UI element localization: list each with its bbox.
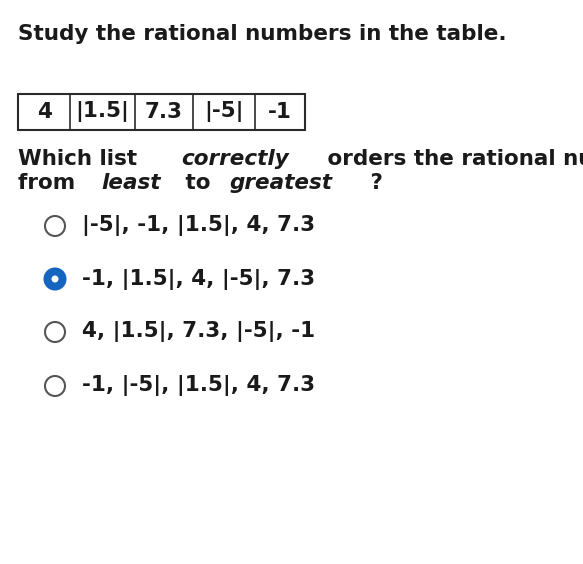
Circle shape — [45, 269, 65, 289]
Text: from: from — [18, 173, 83, 193]
Bar — [18, 94, 305, 130]
Text: greatest: greatest — [230, 173, 333, 193]
Circle shape — [45, 216, 65, 236]
Circle shape — [51, 275, 58, 283]
Text: -1, |-5|, |1.5|, 4, 7.3: -1, |-5|, |1.5|, 4, 7.3 — [82, 376, 315, 396]
Text: |-5|: |-5| — [204, 102, 244, 122]
Text: 4, |1.5|, 7.3, |-5|, -1: 4, |1.5|, 7.3, |-5|, -1 — [82, 321, 315, 342]
Text: -1: -1 — [268, 102, 292, 122]
Text: |-5|, -1, |1.5|, 4, 7.3: |-5|, -1, |1.5|, 4, 7.3 — [82, 215, 315, 236]
Text: 4: 4 — [37, 102, 51, 122]
Circle shape — [45, 322, 65, 342]
Text: ?: ? — [363, 173, 382, 193]
Text: least: least — [101, 173, 161, 193]
Text: -1, |1.5|, 4, |-5|, 7.3: -1, |1.5|, 4, |-5|, 7.3 — [82, 268, 315, 289]
Text: 7.3: 7.3 — [145, 102, 183, 122]
Text: |1.5|: |1.5| — [76, 102, 129, 122]
Text: Which list: Which list — [18, 149, 145, 169]
Circle shape — [45, 376, 65, 396]
Text: to: to — [178, 173, 218, 193]
Text: Study the rational numbers in the table.: Study the rational numbers in the table. — [18, 24, 507, 44]
Text: orders the rational numbers: orders the rational numbers — [321, 149, 583, 169]
Text: correctly: correctly — [181, 149, 289, 169]
